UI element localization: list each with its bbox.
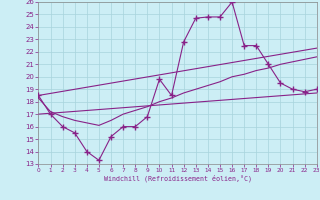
X-axis label: Windchill (Refroidissement éolien,°C): Windchill (Refroidissement éolien,°C) (104, 175, 252, 182)
